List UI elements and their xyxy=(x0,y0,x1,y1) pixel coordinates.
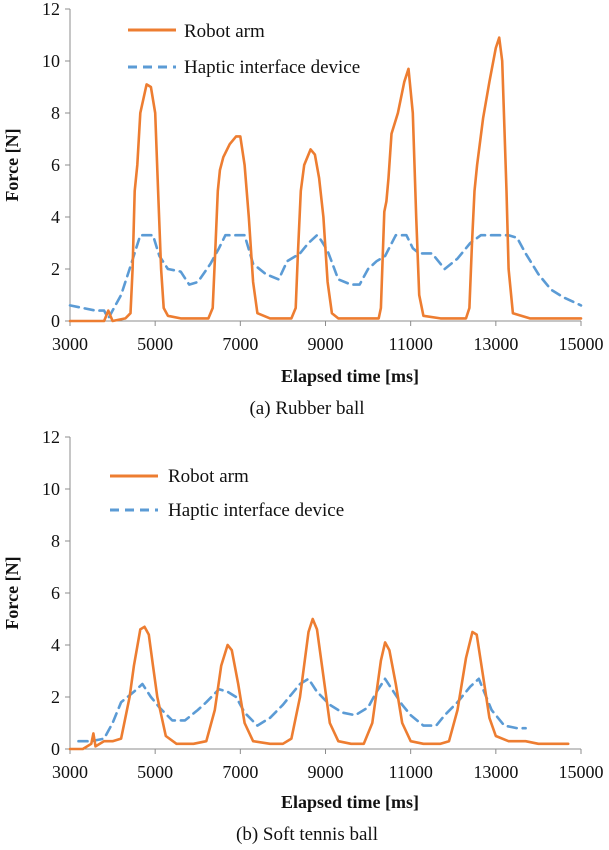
y-tick-label: 6 xyxy=(51,155,60,175)
x-tick-label: 13000 xyxy=(473,334,518,354)
chart-soft-tennis-ball: 0 2 4 6 8 10 12 3000 5000 7000 9000 11000 13000 1500… xyxy=(2,427,604,845)
series-group xyxy=(68,617,570,751)
x-tick-label: 11000 xyxy=(388,762,432,782)
series-haptic-device-line xyxy=(77,677,527,743)
y-tick-label: 0 xyxy=(51,739,60,759)
legend: Robot arm Haptic interface device xyxy=(110,466,344,521)
y-tick-label: 4 xyxy=(51,207,60,227)
x-tick-label: 9000 xyxy=(308,762,344,782)
chart-caption: (b) Soft tennis ball xyxy=(236,824,378,845)
y-tick-label: 2 xyxy=(51,687,60,707)
y-tick-label: 8 xyxy=(51,103,60,123)
x-tick-label: 3000 xyxy=(52,762,88,782)
x-tick-label: 5000 xyxy=(137,334,173,354)
chart-caption: (a) Rubber ball xyxy=(249,398,364,419)
legend-haptic-label: Haptic interface device xyxy=(184,57,360,78)
y-axis-ticks-group: 0 2 4 6 8 10 12 xyxy=(42,427,70,759)
x-tick-label: 13000 xyxy=(473,762,518,782)
x-tick-label: 7000 xyxy=(222,334,258,354)
y-axis-ticks-group: 0 2 4 6 8 10 12 xyxy=(42,0,70,331)
x-tick-label: 7000 xyxy=(222,762,258,782)
series-robot-arm-line xyxy=(68,617,570,751)
x-tick-label: 11000 xyxy=(388,334,432,354)
y-tick-label: 12 xyxy=(42,427,60,447)
x-axis-ticks-group: 3000 5000 7000 9000 11000 13000 15000 xyxy=(52,749,604,782)
chart-rubber-ball: 0 2 4 6 8 10 12 3000 5000 7000 9000 11000 13000 1500… xyxy=(2,0,604,419)
legend-robot-label: Robot arm xyxy=(168,466,249,487)
x-axis-ticks-group: 3000 5000 7000 9000 11000 13000 15000 xyxy=(52,321,604,354)
x-tick-label: 3000 xyxy=(52,334,88,354)
x-axis-title: Elapsed time [ms] xyxy=(281,366,419,386)
legend-robot-label: Robot arm xyxy=(184,21,265,42)
legend: Robot arm Haptic interface device xyxy=(128,21,360,78)
y-axis-title: Force [N] xyxy=(2,556,22,629)
y-tick-label: 12 xyxy=(42,0,60,19)
y-tick-label: 0 xyxy=(51,311,60,331)
y-tick-label: 2 xyxy=(51,259,60,279)
y-tick-label: 10 xyxy=(42,51,60,71)
x-tick-label: 15000 xyxy=(559,762,604,782)
series-haptic-device-line xyxy=(68,233,583,320)
series-group xyxy=(68,36,583,323)
y-tick-label: 4 xyxy=(51,635,60,655)
y-tick-label: 6 xyxy=(51,583,60,603)
y-tick-label: 10 xyxy=(42,479,60,499)
x-axis-title: Elapsed time [ms] xyxy=(281,792,419,812)
series-robot-arm-line xyxy=(68,36,583,323)
y-tick-label: 8 xyxy=(51,531,60,551)
x-tick-label: 5000 xyxy=(137,762,173,782)
legend-haptic-label: Haptic interface device xyxy=(168,500,344,521)
x-tick-label: 15000 xyxy=(559,334,604,354)
x-tick-label: 9000 xyxy=(308,334,344,354)
y-axis-title: Force [N] xyxy=(2,128,22,201)
